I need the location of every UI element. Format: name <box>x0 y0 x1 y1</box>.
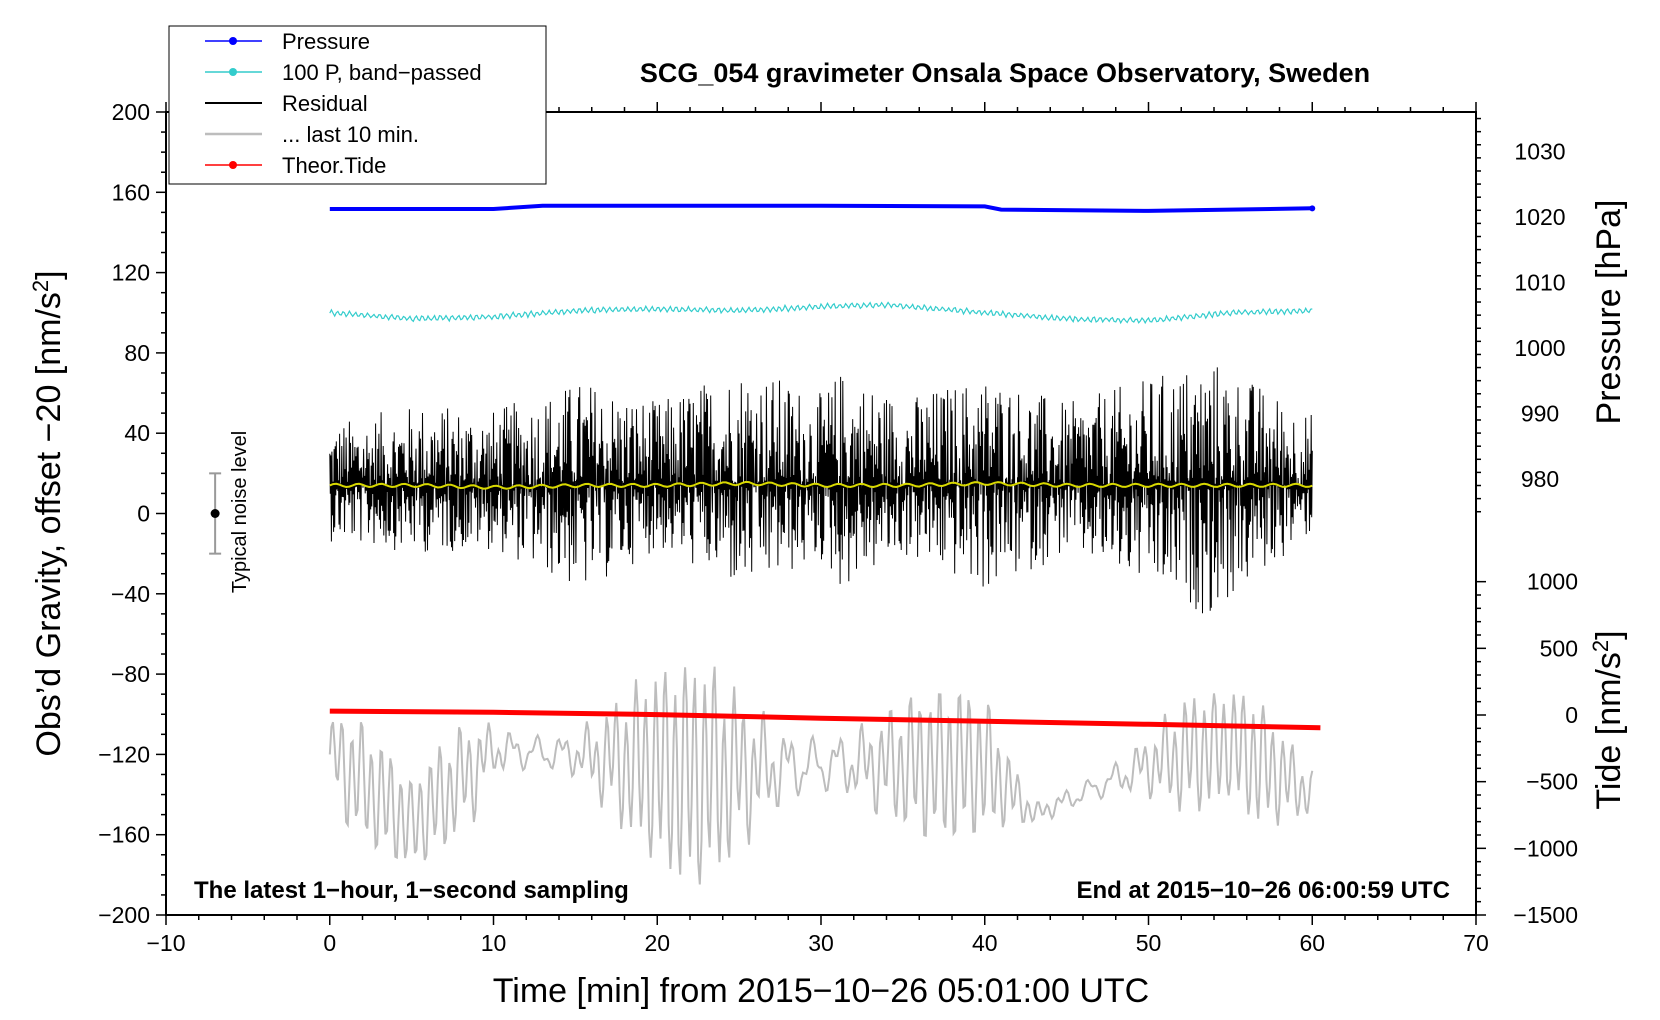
noise-level-label: Typical noise level <box>229 431 251 593</box>
legend-swatch-marker <box>229 161 237 169</box>
y-tick-label: 120 <box>112 260 150 286</box>
legend-swatch-marker <box>229 68 237 76</box>
pressure-axis: 1030 1020 1010 1000 990 980 <box>1476 117 1566 513</box>
legend-label: ... last 10 min. <box>282 122 419 147</box>
band-passed-series-line <box>329 301 1313 325</box>
x-tick-label: 20 <box>644 930 670 956</box>
x-tick-label: 10 <box>481 930 507 956</box>
noise-level-bar <box>209 472 222 555</box>
x-tick-label: 40 <box>972 930 998 956</box>
pressure-tick-label: 980 <box>1521 466 1559 492</box>
pressure-tick-label: 1000 <box>1514 335 1565 361</box>
annotation-end-time: End at 2015−10−26 06:00:59 UTC <box>1076 877 1450 904</box>
x-tick-label: −10 <box>146 930 185 956</box>
tide-axis-title: Tide [nm/s2] <box>1588 630 1628 809</box>
plot-series <box>328 203 1321 885</box>
y-tick-label: −160 <box>98 822 150 848</box>
residual-series-line <box>329 367 1313 614</box>
legend-box <box>168 25 547 185</box>
noise-bar-center-dot <box>210 509 220 518</box>
x-tick-label: 70 <box>1463 930 1489 956</box>
x-tick-label: 30 <box>808 930 834 956</box>
y-tick-label: 80 <box>124 340 150 366</box>
tide-tick-label: −500 <box>1526 769 1578 795</box>
tide-series-line <box>329 708 1321 731</box>
y-tick-label: −200 <box>98 902 150 928</box>
pressure-tick-label: 990 <box>1521 400 1559 426</box>
y-tick-label: 40 <box>124 420 150 446</box>
pressure-end-point <box>1309 205 1316 212</box>
y-tick-label: 200 <box>112 99 150 125</box>
y-tick-label: −80 <box>111 661 150 687</box>
pressure-tick-label: 1020 <box>1514 204 1565 230</box>
annotation-sampling: The latest 1−hour, 1−second sampling <box>194 877 629 904</box>
pressure-axis-title: Pressure [hPa] <box>1590 200 1628 425</box>
legend-swatch-marker <box>229 37 237 45</box>
y-tick-label: 0 <box>137 501 150 527</box>
tide-tick-label: −1000 <box>1513 835 1578 861</box>
residual-mean-line <box>329 480 1313 490</box>
tide-tick-label: 0 <box>1565 702 1578 728</box>
tide-tick-label: 1000 <box>1527 569 1578 595</box>
last-10-min-series-line <box>328 666 1314 885</box>
chart-title: SCG_054 gravimeter Onsala Space Observat… <box>640 58 1370 88</box>
y-tick-label: 160 <box>112 179 150 205</box>
legend-label: Residual <box>282 91 368 116</box>
x-axis: −10 0 10 20 30 40 50 60 70 <box>146 102 1489 956</box>
y-axis: 200 160 120 80 40 0 −40 −80 −120 −160 −200 <box>98 99 166 928</box>
legend-label: Theor.Tide <box>282 153 386 178</box>
tide-tick-label: −1500 <box>1513 902 1578 928</box>
pressure-series-line <box>329 203 1313 213</box>
tide-tick-label: 500 <box>1540 635 1578 661</box>
x-tick-label: 0 <box>323 930 336 956</box>
y-tick-label: −40 <box>111 581 150 607</box>
pressure-tick-label: 1010 <box>1514 269 1565 295</box>
x-tick-label: 50 <box>1136 930 1162 956</box>
legend: Pressure 100 P, band−passed Residual ... la… <box>168 25 547 185</box>
x-axis-title: Time [min] from 2015−10−26 05:01:00 UTC <box>493 972 1149 1010</box>
tide-axis: 1000 500 0 −500 −1000 −1500 <box>1476 569 1578 928</box>
legend-label: Pressure <box>282 29 370 54</box>
x-tick-label: 60 <box>1299 930 1325 956</box>
pressure-tick-label: 1030 <box>1514 138 1565 164</box>
y-axis-title: Obs’d Gravity, offset −20 [nm/s2] <box>28 270 68 756</box>
legend-label: 100 P, band−passed <box>282 60 482 85</box>
y-tick-label: −120 <box>98 741 150 767</box>
